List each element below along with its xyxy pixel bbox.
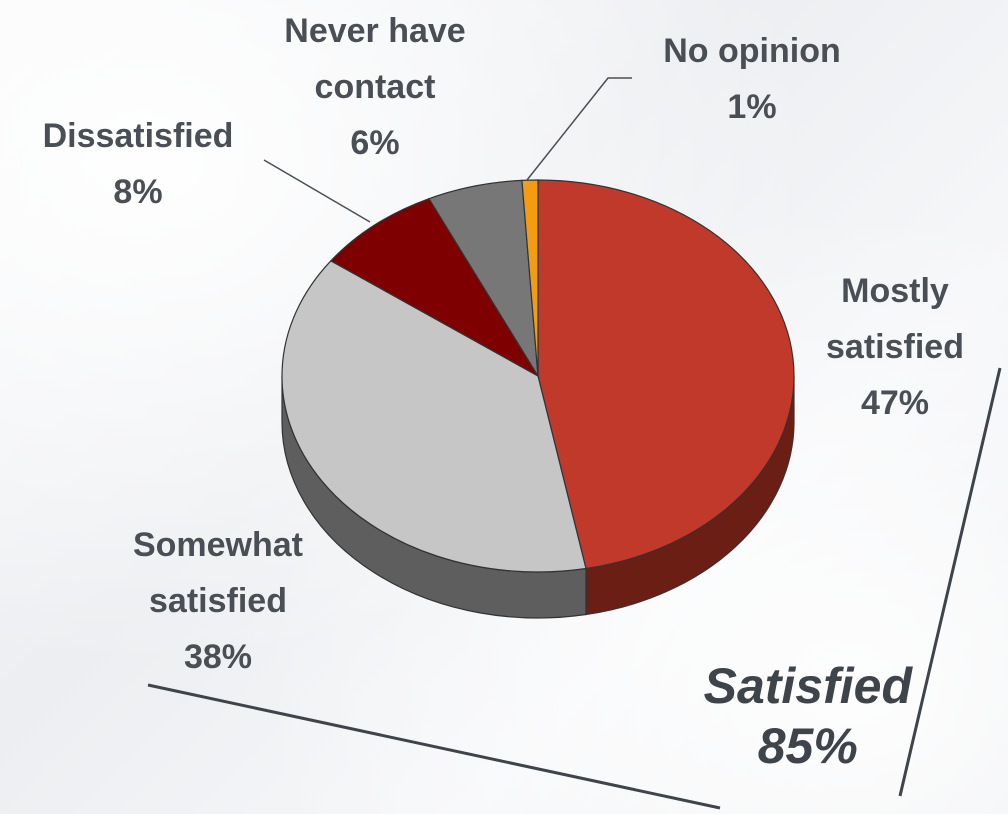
bracket-bottom-line: [147, 683, 721, 810]
slice-name-label: Mostly: [841, 272, 949, 310]
slice-value-label: 38%: [184, 638, 252, 676]
slice-name-label: contact: [315, 68, 436, 106]
slice-label-4: No opinion 1%: [663, 32, 841, 126]
bracket-right-line: [898, 367, 1002, 797]
slice-name-label: No opinion: [663, 32, 841, 70]
slice-name-label: Somewhat: [133, 526, 303, 564]
slice-value-label: 8%: [113, 173, 162, 211]
slice-value-label: 6%: [350, 124, 399, 162]
leader-dissatisfied: [263, 159, 371, 223]
slice-value-label: 1%: [727, 88, 776, 126]
pie-slice-4: [521, 179, 539, 377]
slice-label-3: Never have contact 6%: [284, 12, 465, 162]
satisfied-callout: Satisfied 85%: [704, 656, 912, 776]
pie-slice-1: [281, 260, 587, 573]
callout-label: Satisfied: [703, 658, 912, 714]
pie-slice-2: [329, 197, 540, 378]
slice-name-label: Dissatisfied: [43, 117, 234, 155]
slice-value-label: 47%: [861, 384, 929, 422]
slice-label-0: Mostly satisfied 47%: [826, 272, 964, 422]
slice-name-label: satisfied: [826, 328, 964, 366]
slice-label-2: Dissatisfied 8%: [43, 117, 234, 211]
slice-label-1: Somewhat satisfied 38%: [133, 526, 303, 676]
pie-slice-0: [537, 179, 795, 570]
leader-no-opinion: [526, 77, 632, 181]
slice-name-label: satisfied: [149, 582, 287, 620]
callout-value: 85%: [757, 718, 858, 774]
slice-name-label: Never have: [284, 12, 465, 50]
